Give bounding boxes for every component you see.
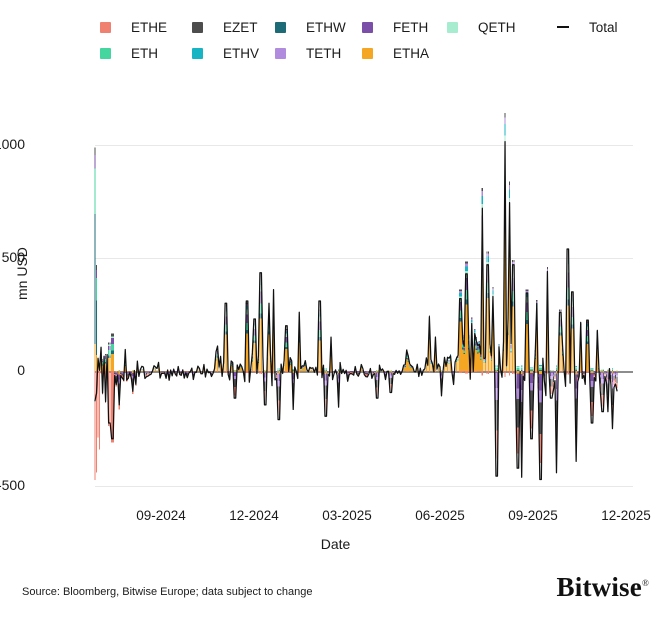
legend-swatch-ethe bbox=[100, 21, 111, 33]
legend-label-ethw: ETHW bbox=[306, 19, 346, 35]
legend-label-teth: TETH bbox=[306, 45, 342, 61]
x-tick-12-2025: 12-2025 bbox=[601, 508, 651, 523]
x-tick-06-2025: 06-2025 bbox=[415, 508, 465, 523]
legend-label-qeth: QETH bbox=[478, 19, 516, 35]
x-tick-12-2024: 12-2024 bbox=[229, 508, 279, 523]
legend-swatch-teth bbox=[275, 47, 286, 59]
x-tick-09-2025: 09-2025 bbox=[508, 508, 558, 523]
registered-mark: ® bbox=[641, 578, 649, 588]
y-tick-minus500: -500 bbox=[0, 477, 25, 493]
legend-dash-total-icon bbox=[557, 26, 569, 28]
legend-swatch-ethw bbox=[275, 21, 286, 33]
gridline-1000 bbox=[95, 145, 633, 146]
legend-item-ezet[interactable]: EZET bbox=[192, 20, 275, 35]
legend-item-feth[interactable]: FETH bbox=[362, 20, 447, 35]
chart-legend: ETHE EZET ETHW FETH QETH Total bbox=[100, 14, 660, 66]
legend-label-etha: ETHA bbox=[393, 45, 430, 61]
legend-swatch-feth bbox=[362, 21, 373, 33]
legend-label-eth: ETH bbox=[131, 45, 158, 61]
legend-row-1: ETHE EZET ETHW FETH QETH Total bbox=[100, 14, 660, 40]
gridline-500 bbox=[95, 258, 633, 259]
legend-item-ethe[interactable]: ETHE bbox=[100, 20, 192, 35]
legend-label-ethe: ETHE bbox=[131, 19, 168, 35]
y-tick-500: 500 bbox=[1, 249, 25, 265]
x-tick-09-2024: 09-2024 bbox=[136, 508, 186, 523]
legend-item-total[interactable]: Total bbox=[557, 20, 618, 35]
legend-swatch-ezet bbox=[192, 21, 203, 33]
source-note: Source: Bloomberg, Bitwise Europe; data … bbox=[22, 586, 313, 598]
legend-swatch-eth bbox=[100, 47, 111, 59]
x-axis-label: Date bbox=[320, 536, 351, 552]
legend-row-2: ETH ETHV TETH ETHA bbox=[100, 40, 660, 66]
legend-swatch-ethv bbox=[192, 47, 203, 59]
legend-label-feth: FETH bbox=[393, 19, 429, 35]
legend-item-etha[interactable]: ETHA bbox=[362, 46, 447, 61]
legend-swatch-qeth bbox=[447, 21, 458, 33]
legend-label-ezet: EZET bbox=[223, 19, 258, 35]
legend-swatch-etha bbox=[362, 47, 373, 59]
gridline-minus500 bbox=[95, 486, 633, 487]
bitwise-wordmark: Bitwise bbox=[556, 572, 642, 602]
legend-item-qeth[interactable]: QETH bbox=[447, 20, 557, 35]
legend-item-ethw[interactable]: ETHW bbox=[275, 20, 362, 35]
bitwise-logo: Bitwise® bbox=[557, 572, 649, 603]
y-tick-0: 0 bbox=[17, 362, 25, 378]
legend-label-total: Total bbox=[589, 19, 618, 35]
legend-item-teth[interactable]: TETH bbox=[275, 46, 362, 61]
legend-item-ethv[interactable]: ETHV bbox=[192, 46, 275, 61]
x-tick-03-2025: 03-2025 bbox=[322, 508, 372, 523]
legend-item-eth[interactable]: ETH bbox=[100, 46, 192, 61]
y-tick-1000: 1000 bbox=[0, 136, 25, 152]
legend-label-ethv: ETHV bbox=[223, 45, 260, 61]
total-line-path bbox=[94, 140, 618, 481]
